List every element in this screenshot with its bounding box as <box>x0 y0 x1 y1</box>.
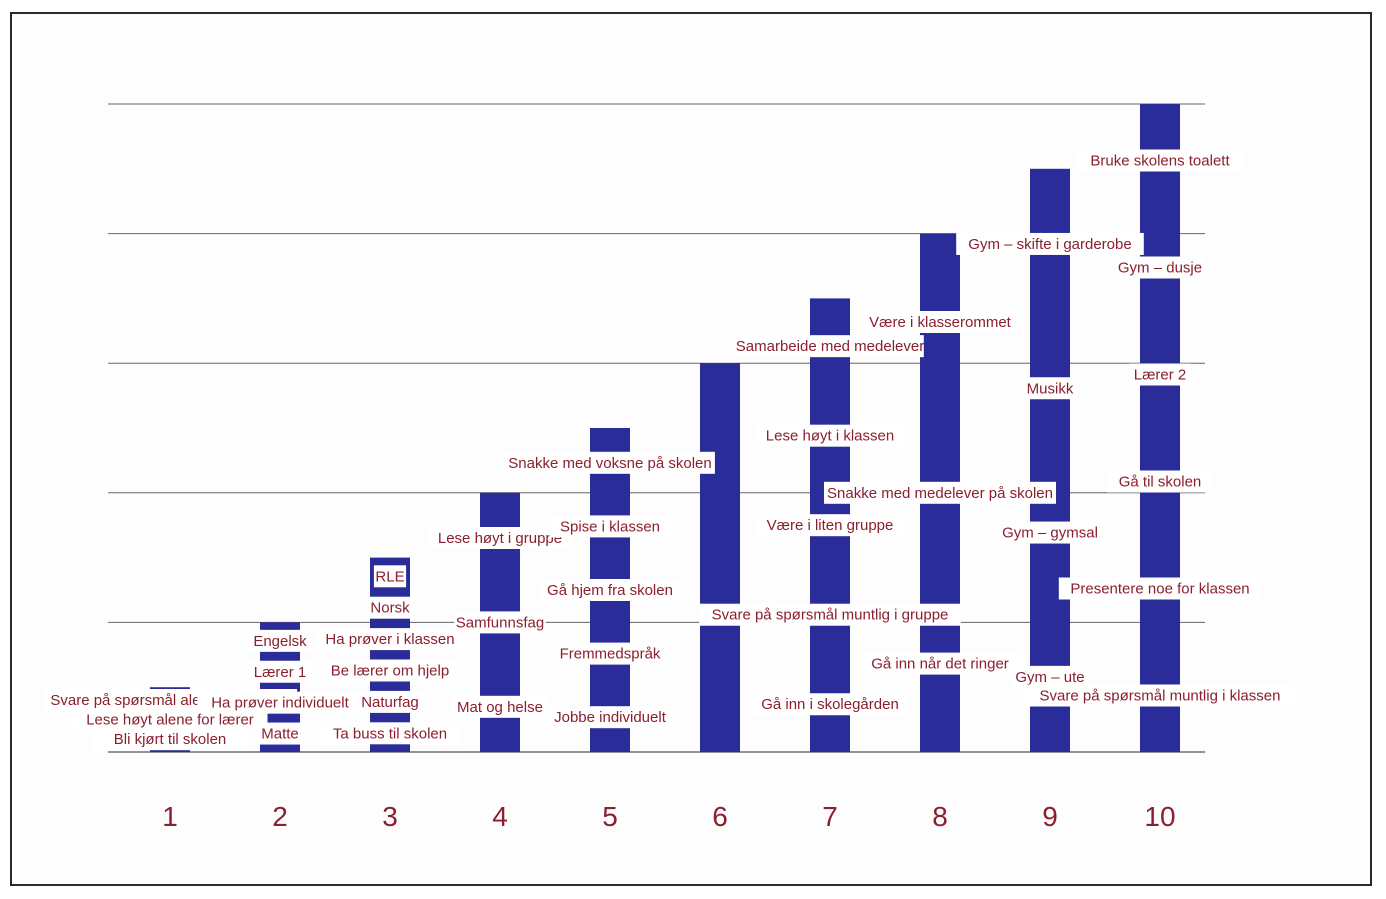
bar-label: Musikk <box>1027 380 1074 397</box>
bar-label-bg <box>754 514 906 537</box>
bar-label: Lærer 2 <box>1134 367 1187 384</box>
bar-label-bg <box>428 527 572 549</box>
x-tick-label: 3 <box>382 801 398 832</box>
bar-label: Fremmedspråk <box>560 646 661 663</box>
bar-label-bg <box>355 690 425 713</box>
x-tick-label: 6 <box>712 801 728 832</box>
bar-label: Lærer 1 <box>254 664 307 681</box>
bar-label: Snakke med voksne på skolen <box>508 455 711 472</box>
bar-label-bg <box>549 515 671 538</box>
bar-label: Matte <box>261 726 299 743</box>
bar-label: Snakke med medelever på skolen <box>827 485 1053 502</box>
bar-label: Ha prøver i klassen <box>325 631 454 648</box>
bar-label-bg <box>366 596 414 619</box>
bar-label-bg <box>249 660 311 683</box>
bar-label-bg <box>1058 577 1262 600</box>
bar <box>370 557 410 752</box>
bar-label-bg <box>1025 684 1295 707</box>
bar-labels: Bli kjørt til skolen Lese høyt alene for … <box>42 149 1295 751</box>
bar-label: Engelsk <box>253 633 307 650</box>
bar-label: Svare på spørsmål muntlig i gruppe <box>712 607 949 624</box>
bar-label: Gym – skifte i garderobe <box>968 236 1131 253</box>
bar-label: Lese høyt alene for lærer <box>86 712 254 729</box>
bar-label-bg <box>454 611 546 634</box>
bar-label-bg <box>1022 377 1078 400</box>
bar-label-bg <box>91 728 249 751</box>
bar-label-bg <box>857 652 1023 675</box>
bar-label-bg <box>542 706 678 729</box>
bar-label-bg <box>1000 521 1100 544</box>
bar-label-bg <box>864 311 1016 333</box>
bar-label: Jobbe individuelt <box>554 709 667 726</box>
bar <box>1030 168 1070 753</box>
bar-label: RLE <box>375 568 404 585</box>
bar-label-bg <box>1129 363 1191 386</box>
bar-label-bg <box>197 691 363 714</box>
bar-label: Gå hjem fra skolen <box>547 582 673 599</box>
bar-label: Være i liten gruppe <box>767 517 894 534</box>
bar-label-bg <box>824 481 1056 504</box>
bar-label: Norsk <box>370 600 410 617</box>
bars <box>150 104 1180 753</box>
bar-label: Gym – gymsal <box>1002 525 1098 542</box>
bar-label: Samarbeide med medelever <box>736 338 924 355</box>
x-tick-label: 2 <box>272 801 288 832</box>
bar <box>700 363 740 752</box>
bar-label-bg <box>450 695 550 718</box>
x-tick-label: 10 <box>1144 801 1175 832</box>
bar-label-bg <box>538 579 682 601</box>
bar-label: Mat og helse <box>457 699 543 716</box>
bar-label: Være i klasserommet <box>869 314 1012 331</box>
bar-label: Naturfag <box>361 694 419 711</box>
bar-label-bg <box>736 335 924 358</box>
bar-label-bg <box>754 424 906 447</box>
bar-label-bg <box>956 232 1144 255</box>
bar-label-bg <box>256 722 304 745</box>
x-tick-label: 8 <box>932 801 948 832</box>
bar-label-bg <box>751 693 909 716</box>
bar-label-bg <box>249 629 311 652</box>
bar-label: Lese høyt i klassen <box>766 428 894 445</box>
bar-label: Ha prøver individuelt <box>211 695 349 712</box>
bar-label: Gå inn i skolegården <box>761 696 899 713</box>
bar-label-bg <box>1114 256 1206 279</box>
bar-label: Gå til skolen <box>1119 474 1202 491</box>
x-tick-label: 7 <box>822 801 838 832</box>
bar-label: Ta buss til skolen <box>333 725 447 742</box>
bar-label: Lese høyt i gruppe <box>438 530 562 547</box>
x-tick-label: 9 <box>1042 801 1058 832</box>
bar-label-bg <box>373 565 407 588</box>
bar-label-bg <box>1011 665 1089 688</box>
bar-label-bg <box>322 659 458 682</box>
bar <box>1140 104 1180 752</box>
bar-label: Gym – dusje <box>1118 260 1202 277</box>
x-tick-labels: 1 2 3 4 5 6 7 8 9 10 <box>162 801 1175 832</box>
bar-label-bg <box>314 628 466 651</box>
x-tick-label: 5 <box>602 801 618 832</box>
bar-label: Samfunnsfag <box>456 614 544 631</box>
bar-label-bg <box>560 642 660 665</box>
bar-label-bg <box>699 603 961 626</box>
x-tick-label: 4 <box>492 801 508 832</box>
bar-label: Spise i klassen <box>560 518 660 535</box>
bar-label: Gym – ute <box>1015 669 1084 686</box>
bar-label: Presentere noe for klassen <box>1070 581 1249 598</box>
bar-label: Be lærer om hjelp <box>331 663 449 680</box>
bar-label-bg <box>1106 470 1214 493</box>
bar-label-bg <box>318 722 462 745</box>
bar-label-bg <box>1077 149 1243 172</box>
bar-label: Bli kjørt til skolen <box>114 731 227 748</box>
bar-label: Gå inn når det ringer <box>871 656 1009 673</box>
bar-label-bg <box>72 708 268 731</box>
bar-label-bg <box>505 451 715 474</box>
x-tick-label: 1 <box>162 801 178 832</box>
bar-label: Svare på spørsmål muntlig i klassen <box>1040 688 1281 705</box>
bar-label: Bruke skolens toalett <box>1090 153 1230 170</box>
